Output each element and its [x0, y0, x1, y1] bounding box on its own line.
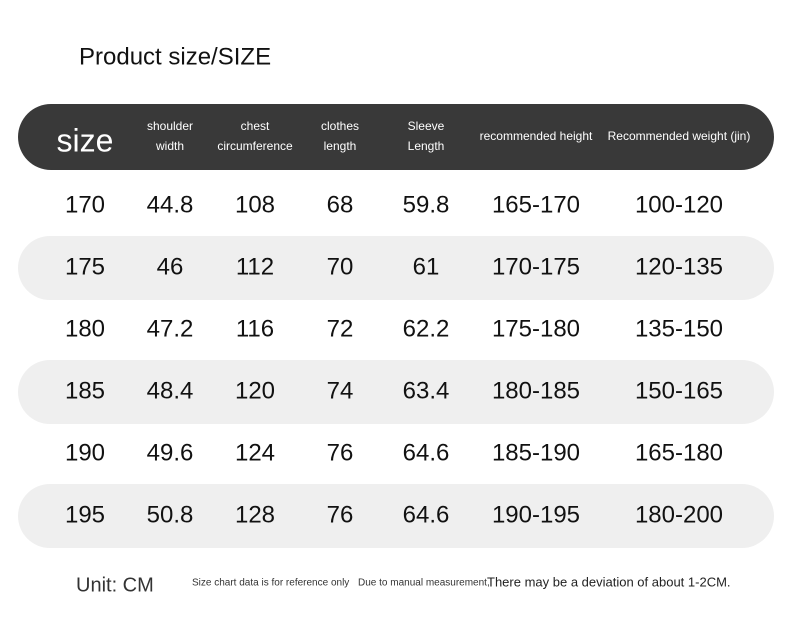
header-cell: size — [57, 122, 114, 158]
cell: 185-190 — [492, 439, 580, 466]
cell: 135-150 — [635, 315, 723, 342]
cell: 165-180 — [635, 439, 723, 466]
header-cell: chest — [241, 119, 270, 133]
cell: 175 — [65, 253, 105, 280]
cell: 49.6 — [147, 439, 194, 466]
cell: 190 — [65, 439, 105, 466]
cell: 120-135 — [635, 253, 723, 280]
cell: 50.8 — [147, 501, 194, 528]
cell: 72 — [327, 315, 354, 342]
cell: 64.6 — [403, 501, 450, 528]
cell: 170 — [65, 191, 105, 218]
cell: 124 — [235, 439, 275, 466]
cell: 74 — [327, 377, 354, 404]
cell: 48.4 — [147, 377, 194, 404]
cell: 175-180 — [492, 315, 580, 342]
header-bar — [18, 104, 774, 170]
cell: 195 — [65, 501, 105, 528]
header-cell: Length — [408, 139, 445, 153]
cell: 64.6 — [403, 439, 450, 466]
cell: 180 — [65, 315, 105, 342]
unit-note: Unit: CM — [76, 574, 154, 596]
cell: 180-200 — [635, 501, 723, 528]
cell: 185 — [65, 377, 105, 404]
cell: 128 — [235, 501, 275, 528]
cell: 165-170 — [492, 191, 580, 218]
row-band — [18, 484, 774, 548]
cell: 150-165 — [635, 377, 723, 404]
header-cell: circumference — [217, 139, 293, 153]
cell: 190-195 — [492, 501, 580, 528]
cell: 61 — [413, 253, 440, 280]
cell: 68 — [327, 191, 354, 218]
title: Product size/SIZE — [79, 43, 271, 70]
row-band — [18, 236, 774, 300]
header-cell: Sleeve — [408, 119, 445, 133]
cell: 170-175 — [492, 253, 580, 280]
header-cell: Recommended weight (jin) — [608, 129, 751, 143]
cell: 120 — [235, 377, 275, 404]
cell: 116 — [236, 315, 274, 342]
table-body: 170 44.8 108 68 59.8 165-170 100-120 175 46 112 70… — [18, 191, 774, 548]
cell: 63.4 — [403, 377, 450, 404]
deviation-note: There may be a deviation of about 1-2CM. — [487, 574, 731, 589]
header-cell: length — [324, 139, 357, 153]
cell: 59.8 — [403, 191, 450, 218]
cell: 180-185 — [492, 377, 580, 404]
row-band — [18, 360, 774, 424]
cell: 76 — [327, 439, 354, 466]
reference-note: Size chart data is for reference only — [192, 578, 349, 589]
cell: 100-120 — [635, 191, 723, 218]
cell: 62.2 — [403, 315, 450, 342]
cell: 108 — [235, 191, 275, 218]
cell: 46 — [157, 253, 184, 280]
cell: 76 — [327, 501, 354, 528]
header-cell: recommended height — [480, 129, 593, 143]
header-cell: clothes — [321, 119, 359, 133]
cell: 112 — [236, 253, 274, 280]
cell: 47.2 — [147, 315, 194, 342]
header-cell: shoulder — [147, 119, 193, 133]
table-header: size shoulder width chest circumference cloth… — [57, 119, 751, 158]
measurement-note: Due to manual measurement, — [358, 578, 490, 589]
cell: 70 — [327, 253, 354, 280]
cell: 44.8 — [147, 191, 194, 218]
header-cell: width — [155, 139, 184, 153]
